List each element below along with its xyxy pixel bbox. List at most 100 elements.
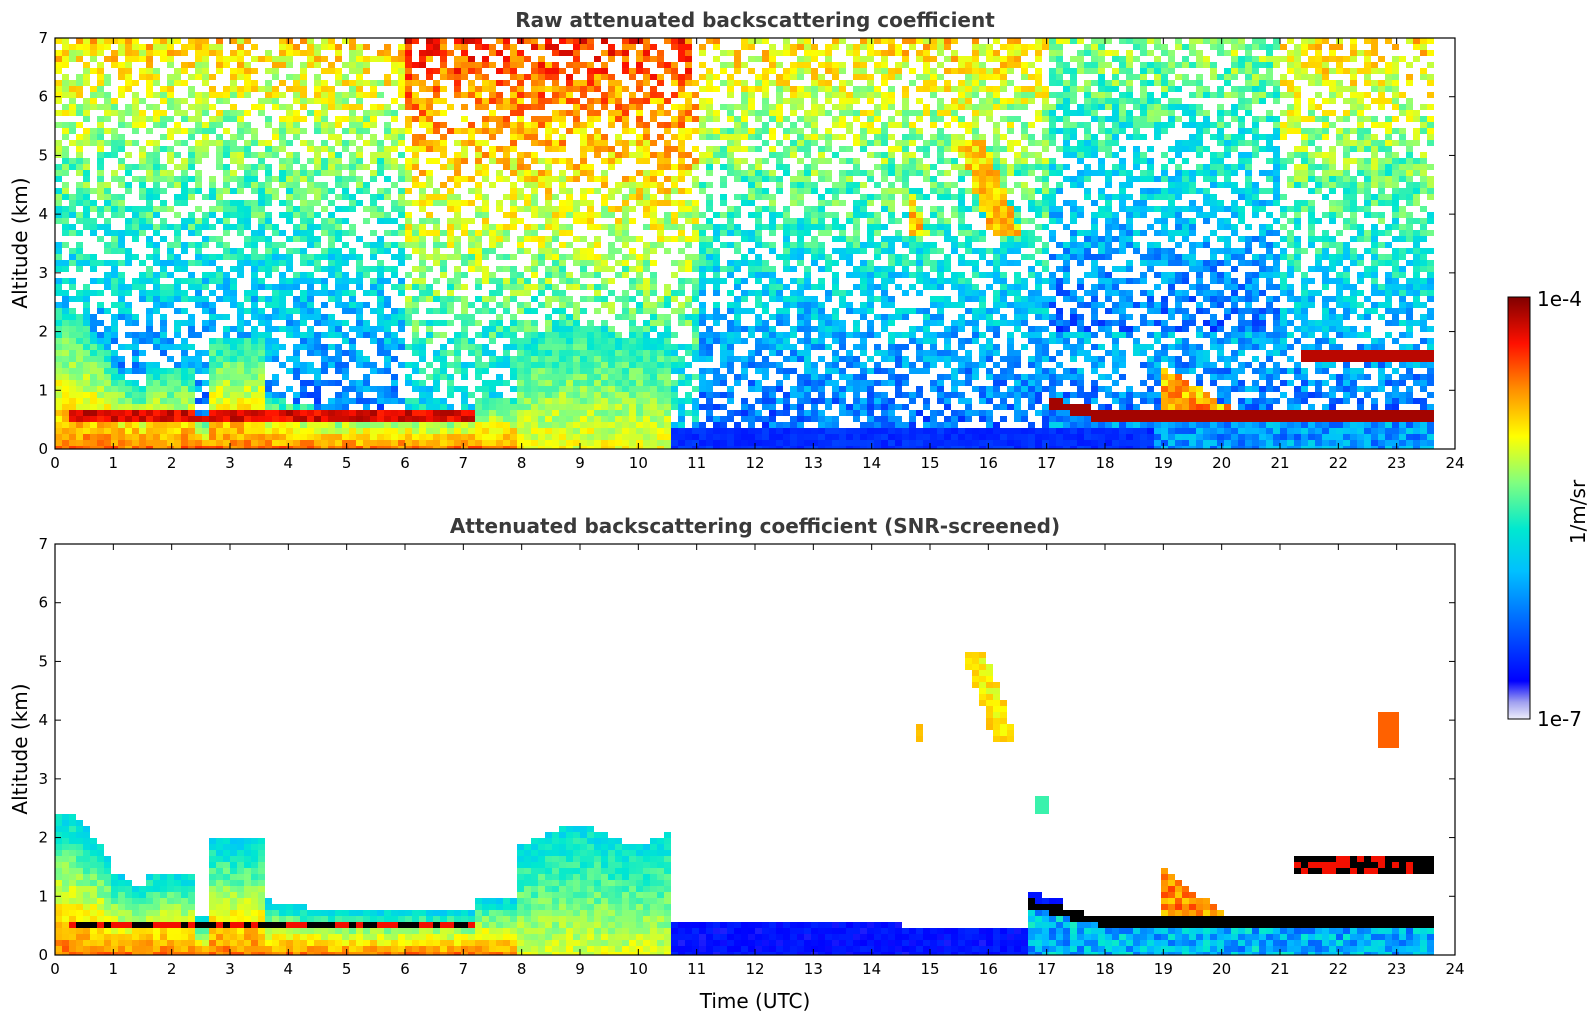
heatmap-cell	[90, 50, 97, 56]
heatmap-cell	[608, 230, 615, 236]
heatmap-cell	[545, 182, 552, 188]
heatmap-cell	[118, 50, 125, 56]
heatmap-cell	[391, 338, 398, 344]
heatmap-cell	[741, 338, 748, 344]
heatmap-cell	[279, 272, 286, 278]
heatmap-cell	[685, 110, 692, 116]
heatmap-cell	[748, 56, 755, 62]
heatmap-cell	[545, 386, 552, 392]
heatmap-cell	[62, 152, 69, 158]
heatmap-cell	[125, 170, 132, 176]
heatmap-cell	[237, 44, 244, 50]
heatmap-cell	[678, 266, 685, 272]
heatmap-cell	[454, 140, 461, 146]
heatmap-cell	[146, 56, 153, 62]
heatmap-cell	[664, 290, 671, 296]
heatmap-cell	[678, 74, 685, 80]
heatmap-cell	[83, 302, 90, 308]
heatmap-cell	[454, 62, 461, 68]
heatmap-cell	[720, 278, 727, 284]
heatmap-cell	[188, 74, 195, 80]
heatmap-cell	[426, 200, 433, 206]
heatmap-cell	[741, 200, 748, 206]
heatmap-cell	[713, 368, 720, 374]
heatmap-cell	[265, 152, 272, 158]
heatmap-cell	[188, 92, 195, 98]
heatmap-cell	[286, 218, 293, 224]
heatmap-cell	[181, 428, 188, 434]
heatmap-cell	[286, 170, 293, 176]
heatmap-cell	[559, 326, 566, 332]
heatmap-cell	[734, 326, 741, 332]
heatmap-cell	[461, 374, 468, 380]
heatmap-cell	[496, 50, 503, 56]
heatmap-cell	[209, 92, 216, 98]
heatmap-cell	[601, 212, 608, 218]
heatmap-cell	[657, 416, 664, 422]
heatmap-cell	[524, 350, 531, 356]
heatmap-cell	[545, 218, 552, 224]
heatmap-cell	[188, 188, 195, 194]
heatmap-cell	[531, 176, 538, 182]
heatmap-cell	[314, 278, 321, 284]
heatmap-cell	[664, 416, 671, 422]
heatmap-cell	[398, 260, 405, 266]
heatmap-cell	[216, 56, 223, 62]
heatmap-cell	[272, 98, 279, 104]
heatmap-cell	[629, 278, 636, 284]
heatmap-cell	[566, 320, 573, 326]
heatmap-cell	[489, 332, 496, 338]
heatmap-cell	[762, 50, 769, 56]
heatmap-cell	[552, 374, 559, 380]
heatmap-cell	[699, 98, 706, 104]
heatmap-cell	[76, 104, 83, 110]
heatmap-cell	[132, 110, 139, 116]
heatmap-cell	[762, 74, 769, 80]
heatmap-cell	[664, 338, 671, 344]
heatmap-cell	[384, 332, 391, 338]
heatmap-cell	[440, 122, 447, 128]
heatmap-cell	[608, 404, 615, 410]
heatmap-cell	[90, 230, 97, 236]
heatmap-cell	[188, 392, 195, 398]
heatmap-cell	[321, 164, 328, 170]
heatmap-cell	[230, 56, 237, 62]
heatmap-cell	[160, 392, 167, 398]
heatmap-cell	[531, 44, 538, 50]
heatmap-cell	[573, 386, 580, 392]
heatmap-cell	[503, 98, 510, 104]
heatmap-cell	[370, 140, 377, 146]
heatmap-cell	[223, 164, 230, 170]
heatmap-cell	[83, 356, 90, 362]
heatmap-cell	[559, 350, 566, 356]
heatmap-cell	[265, 224, 272, 230]
heatmap-cell	[132, 362, 139, 368]
heatmap-cell	[125, 248, 132, 254]
heatmap-cell	[454, 368, 461, 374]
heatmap-cell	[454, 212, 461, 218]
heatmap-cell	[573, 320, 580, 326]
heatmap-cell	[55, 320, 62, 326]
heatmap-cell	[524, 74, 531, 80]
heatmap-cell	[111, 146, 118, 152]
heatmap-cell	[55, 260, 62, 266]
heatmap-cell	[370, 80, 377, 86]
heatmap-cell	[174, 344, 181, 350]
heatmap-cell	[545, 326, 552, 332]
heatmap-cell	[195, 74, 202, 80]
heatmap-cell	[468, 134, 475, 140]
heatmap-cell	[608, 164, 615, 170]
heatmap-cell	[412, 146, 419, 152]
heatmap-cell	[258, 362, 265, 368]
heatmap-cell	[181, 434, 188, 440]
heatmap-cell	[55, 326, 62, 332]
heatmap-cell	[503, 410, 510, 416]
heatmap-cell	[90, 416, 97, 422]
heatmap-cell	[146, 194, 153, 200]
heatmap-cell	[727, 146, 734, 152]
heatmap-cell	[608, 116, 615, 122]
heatmap-cell	[146, 374, 153, 380]
heatmap-cell	[405, 404, 412, 410]
heatmap-cell	[664, 248, 671, 254]
heatmap-cell	[419, 134, 426, 140]
